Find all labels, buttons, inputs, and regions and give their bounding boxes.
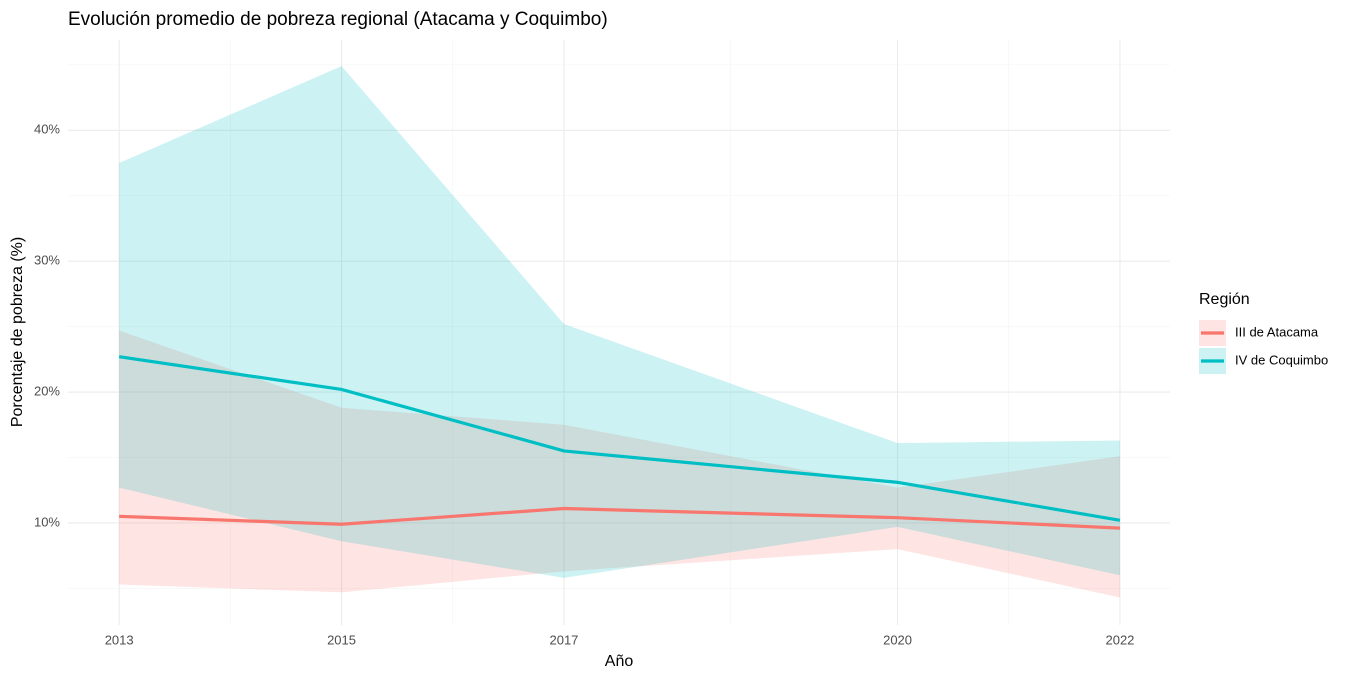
x-tick-label: 2022 — [1105, 632, 1134, 647]
legend-title: Región — [1199, 291, 1250, 308]
legend-label: IV de Coquimbo — [1235, 352, 1328, 367]
x-tick-label: 2017 — [549, 632, 578, 647]
confidence-ribbon — [119, 330, 1120, 598]
x-tick-label: 2020 — [883, 632, 912, 647]
x-axis-title: Año — [605, 653, 634, 670]
confidence-ribbon — [119, 66, 1120, 578]
y-axis-title: Porcentaje de pobreza (%) — [9, 237, 26, 427]
x-tick-label: 2013 — [105, 632, 134, 647]
x-tick-label: 2015 — [327, 632, 356, 647]
y-tick-label: 30% — [34, 253, 60, 268]
y-tick-label: 40% — [34, 122, 60, 137]
y-tick-label: 10% — [34, 514, 60, 529]
line — [118, 355, 1121, 522]
y-tick-label: 20% — [34, 383, 60, 398]
chart-title: Evolución promedio de pobreza regional (… — [68, 9, 608, 30]
legend-label: III de Atacama — [1235, 324, 1319, 339]
line — [119, 506, 1121, 530]
